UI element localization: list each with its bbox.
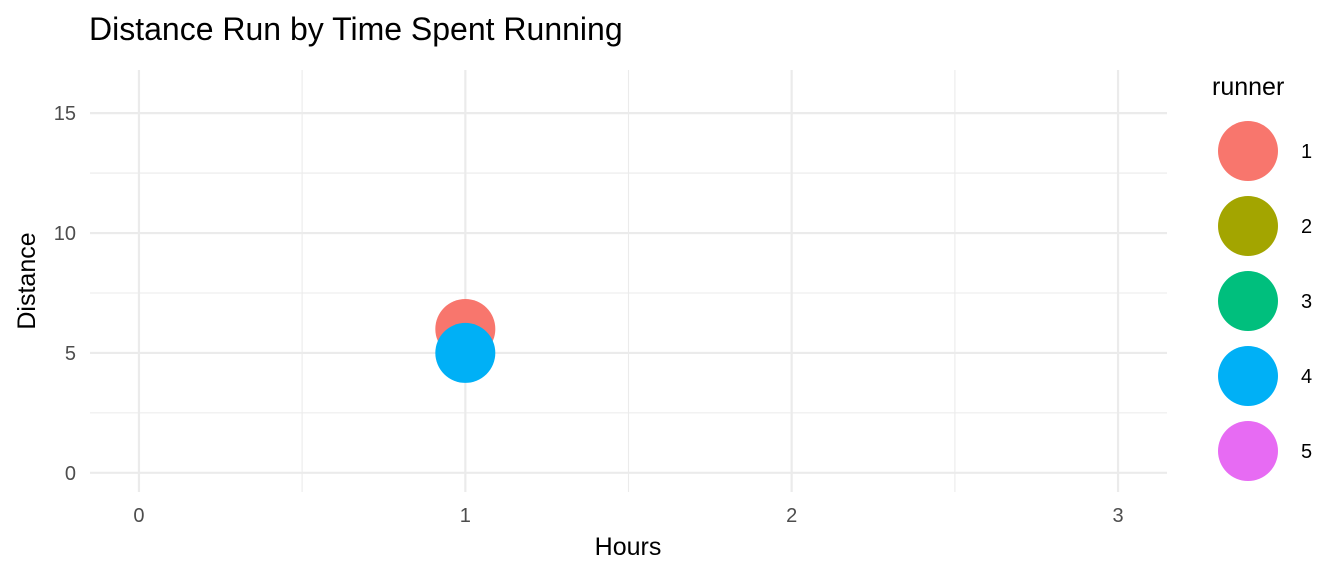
x-tick-label: 3: [1112, 505, 1123, 527]
legend-label-4: 4: [1301, 366, 1312, 388]
x-axis-title: Hours: [595, 533, 662, 561]
y-axis-ticks: 0 5 10 15: [54, 103, 76, 485]
legend-key-3: [1218, 271, 1278, 331]
legend-items: 1 2 3 4 5: [1218, 121, 1312, 481]
legend-title: runner: [1212, 73, 1284, 101]
y-tick-label: 10: [54, 223, 76, 245]
y-axis-title: Distance: [13, 232, 41, 329]
legend-key-2: [1218, 196, 1278, 256]
legend-label-2: 2: [1301, 216, 1312, 238]
legend-key-4: [1218, 346, 1278, 406]
y-tick-label: 5: [65, 343, 76, 365]
legend: runner 1 2 3 4 5: [1212, 73, 1312, 481]
legend-key-1: [1218, 121, 1278, 181]
legend-key-5: [1218, 421, 1278, 481]
legend-label-5: 5: [1301, 441, 1312, 463]
data-point-runner-4: [435, 322, 496, 383]
plot-grid: [90, 70, 1167, 492]
legend-label-3: 3: [1301, 291, 1312, 313]
x-tick-label: 0: [133, 505, 144, 527]
y-tick-label: 15: [54, 103, 76, 125]
chart-title: Distance Run by Time Spent Running: [89, 11, 623, 47]
legend-label-1: 1: [1301, 141, 1312, 163]
x-tick-label: 1: [460, 505, 471, 527]
x-tick-label: 2: [786, 505, 797, 527]
y-tick-label: 0: [65, 463, 76, 485]
x-axis-ticks: 0 1 2 3: [133, 505, 1123, 527]
data-points: [435, 298, 496, 383]
